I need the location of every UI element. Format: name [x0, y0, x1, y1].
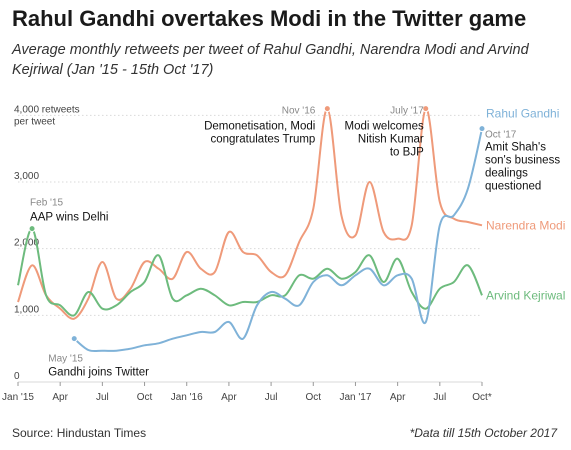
annotation-date: Nov '16: [282, 105, 316, 116]
y-tick-label: 1,000: [14, 304, 39, 315]
series-label: Rahul Gandhi: [486, 106, 559, 120]
annotation-text: son's business: [485, 155, 560, 167]
x-tick-label: Jul: [265, 392, 278, 403]
grid-layer: [18, 114, 482, 383]
x-tick-label: Apr: [52, 392, 68, 403]
x-tick-label: Jan '17: [339, 392, 371, 403]
annotation-date: July '17: [390, 105, 424, 116]
annotation-date: May '15: [48, 354, 83, 365]
series-layer: Narendra Modi Arvind Kejriwal Rahul Gandhi: [17, 106, 565, 353]
x-tick-label: Apr: [390, 392, 406, 403]
chart-subtitle: Average monthly retweets per tweet of Ra…: [12, 42, 529, 78]
series-line-rahul-gandhi: [73, 128, 483, 353]
x-tick-label: Oct: [137, 392, 153, 403]
x-tick-label: Jul: [96, 392, 109, 403]
annotation-text: Gandhi joins Twitter: [48, 367, 149, 379]
annotation-text: Demonetisation, Modi: [204, 120, 315, 132]
annotation-marker: [422, 105, 430, 113]
source-note: Source: Hindustan Times: [12, 426, 147, 440]
x-tick-label: Jan '15: [2, 392, 34, 403]
series-label: Narendra Modi: [486, 218, 565, 232]
y-axis-label: per tweet: [14, 116, 55, 127]
series-line-narendra-modi: [17, 107, 483, 320]
annotation-text: questioned: [485, 181, 541, 193]
series-line-arvind-kejriwal: [17, 227, 483, 317]
annotation-text: Amit Shah's: [485, 142, 546, 154]
series-label: Arvind Kejriwal: [486, 288, 565, 302]
x-tick-label: Oct*: [472, 392, 492, 403]
y-axis-label: 4,000 retweets: [14, 104, 80, 115]
y-tick-label: 3,000: [14, 171, 39, 182]
annotation-marker: [478, 125, 486, 133]
annotation-date: Feb '15: [30, 198, 63, 209]
annotation-marker: [28, 225, 36, 233]
x-tick-label: Jul: [433, 392, 446, 403]
footnote: *Data till 15th October 2017: [409, 426, 557, 440]
annotation-marker: [70, 335, 78, 343]
x-tick-label: Jan '16: [171, 392, 203, 403]
annotation-layer: Feb '15 AAP wins Delhi May '15 Gandhi joins…: [28, 105, 560, 379]
x-tick-label: Apr: [221, 392, 237, 403]
y-tick-label: 0: [14, 371, 20, 382]
annotation-text: congratulates Trump: [210, 133, 315, 145]
annotation-text: to BJP: [390, 146, 424, 158]
x-tick-label: Oct: [305, 392, 321, 403]
annotation-date: Oct '17: [485, 130, 517, 141]
annotation-text: AAP wins Delhi: [30, 212, 108, 224]
annotation-text: dealings: [485, 168, 528, 180]
annotation-marker: [323, 105, 331, 113]
annotation-text: Modi welcomes: [345, 120, 424, 132]
chart-title: Rahul Gandhi overtakes Modi in the Twitt…: [12, 6, 527, 31]
annotation-text: Nitish Kumar: [358, 133, 424, 145]
